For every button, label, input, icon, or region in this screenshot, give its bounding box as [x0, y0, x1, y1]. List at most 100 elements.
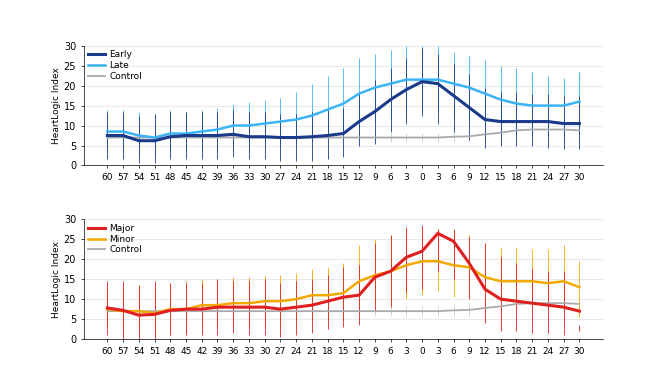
- Control: [277, 135, 285, 140]
- Minor: [182, 307, 190, 311]
- Control: [559, 301, 567, 306]
- Minor: [450, 263, 458, 267]
- Minor: [465, 265, 473, 269]
- Major: [308, 303, 316, 307]
- Control: [418, 135, 426, 140]
- Control: [166, 309, 174, 314]
- Late: [151, 135, 159, 140]
- Line: Late: Late: [107, 80, 580, 138]
- Late: [513, 101, 521, 106]
- Late: [324, 107, 332, 112]
- Major: [151, 312, 159, 317]
- Early: [292, 135, 300, 140]
- Minor: [433, 259, 442, 264]
- Minor: [496, 279, 505, 283]
- Control: [433, 135, 442, 140]
- Major: [166, 308, 174, 313]
- Late: [528, 103, 536, 108]
- Late: [559, 103, 567, 108]
- Early: [528, 119, 536, 124]
- Late: [214, 127, 222, 132]
- Control: [528, 301, 536, 306]
- Control: [402, 135, 410, 140]
- Control: [513, 302, 521, 306]
- Major: [544, 303, 552, 307]
- Major: [103, 306, 111, 310]
- Major: [387, 269, 395, 274]
- Control: [371, 135, 379, 140]
- Minor: [513, 279, 521, 283]
- Early: [340, 131, 348, 136]
- Line: Control: Control: [107, 130, 580, 138]
- Late: [496, 97, 505, 102]
- Major: [261, 305, 269, 309]
- Control: [402, 309, 410, 314]
- Control: [277, 309, 285, 314]
- Late: [135, 133, 143, 138]
- Early: [151, 138, 159, 143]
- Late: [544, 103, 552, 108]
- Control: [198, 309, 206, 314]
- Early: [103, 133, 111, 138]
- Major: [119, 308, 127, 313]
- Early: [544, 119, 552, 124]
- Late: [182, 131, 190, 136]
- Major: [481, 287, 489, 291]
- Early: [576, 121, 584, 126]
- Early: [308, 134, 316, 139]
- Late: [481, 91, 489, 96]
- Major: [450, 239, 458, 243]
- Major: [433, 231, 442, 235]
- Line: Major: Major: [107, 233, 580, 315]
- Major: [528, 301, 536, 306]
- Late: [465, 85, 473, 90]
- Control: [465, 134, 473, 139]
- Major: [324, 299, 332, 303]
- Control: [151, 135, 159, 140]
- Control: [182, 309, 190, 314]
- Major: [245, 305, 253, 309]
- Early: [513, 119, 521, 124]
- Major: [371, 275, 379, 280]
- Early: [355, 119, 363, 124]
- Control: [387, 135, 395, 140]
- Control: [245, 309, 253, 314]
- Control: [214, 135, 222, 140]
- Minor: [135, 309, 143, 314]
- Control: [496, 304, 505, 309]
- Y-axis label: HeartLogic Index: HeartLogic Index: [52, 241, 61, 318]
- Control: [559, 127, 567, 132]
- Control: [182, 135, 190, 140]
- Late: [103, 129, 111, 134]
- Control: [292, 309, 300, 314]
- Late: [418, 77, 426, 82]
- Late: [277, 119, 285, 124]
- Late: [292, 117, 300, 122]
- Major: [135, 313, 143, 317]
- Late: [450, 82, 458, 86]
- Major: [277, 307, 285, 311]
- Early: [559, 121, 567, 126]
- Early: [214, 133, 222, 138]
- Minor: [166, 307, 174, 311]
- Early: [496, 119, 505, 124]
- Control: [103, 135, 111, 140]
- Minor: [355, 279, 363, 283]
- Minor: [544, 281, 552, 285]
- Major: [214, 305, 222, 309]
- Late: [433, 77, 442, 82]
- Minor: [340, 291, 348, 296]
- Control: [340, 309, 348, 314]
- Major: [559, 305, 567, 309]
- Minor: [229, 301, 237, 306]
- Minor: [308, 293, 316, 298]
- Control: [229, 135, 237, 140]
- Late: [308, 113, 316, 118]
- Control: [214, 309, 222, 314]
- Major: [576, 309, 584, 314]
- Minor: [214, 303, 222, 307]
- Major: [496, 297, 505, 301]
- Late: [355, 91, 363, 96]
- Minor: [324, 293, 332, 298]
- Major: [355, 293, 363, 298]
